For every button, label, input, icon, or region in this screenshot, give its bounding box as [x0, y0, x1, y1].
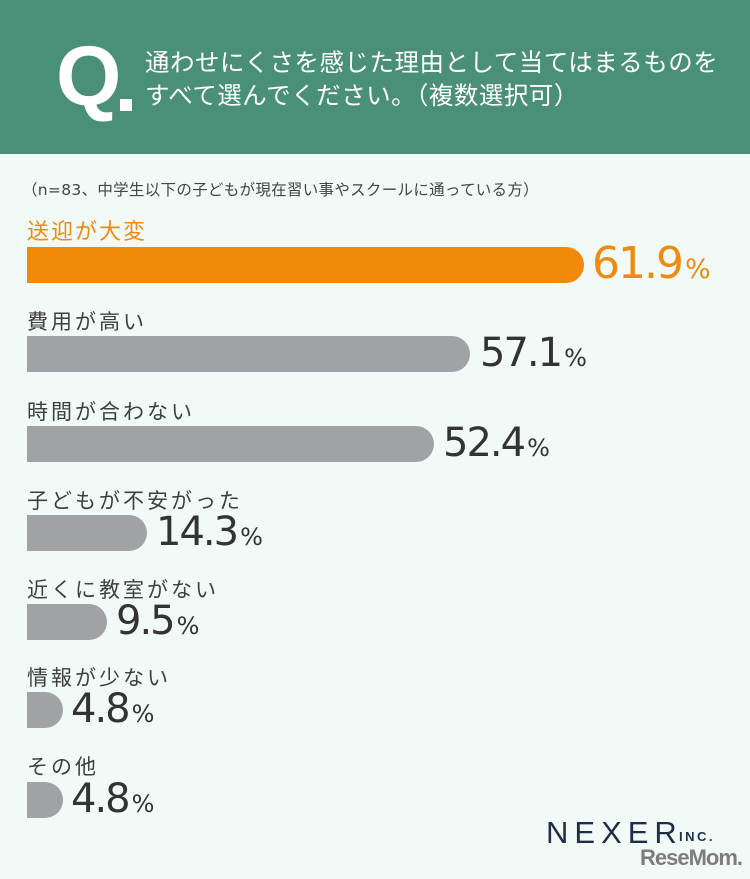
bar — [27, 247, 584, 283]
q-dot-decoration — [120, 99, 132, 111]
bar — [27, 336, 470, 372]
bar-value: 4.8% — [71, 776, 155, 822]
question-line-1: 通わせにくさを感じた理由として当てはまるものを — [145, 48, 719, 77]
resemom-watermark: ReseMom. — [640, 845, 743, 870]
bar-label: 時間が合わない — [27, 400, 195, 424]
nexer-logo-suffix: INC. — [679, 829, 715, 844]
bar-value: 4.8% — [71, 686, 155, 732]
bar-label: 情報が少ない — [27, 666, 171, 690]
bar-value: 9.5% — [116, 598, 200, 644]
bar-value: 57.1% — [480, 330, 587, 376]
bar — [27, 426, 434, 462]
bar-value: 61.9% — [592, 238, 711, 289]
sample-note: （n=83、中学生以下の子どもが現在習い事やスクールに通っている方） — [22, 181, 539, 199]
q-mark: Q — [56, 29, 121, 123]
bar-value: 52.4% — [443, 420, 550, 466]
bar-label: 子どもが不安がった — [27, 489, 243, 513]
bar-label: 近くに教室がない — [27, 578, 219, 602]
bar — [27, 692, 63, 728]
question-line-2: すべて選んでください。（複数選択可） — [145, 81, 579, 110]
question-header: Q 通わせにくさを感じた理由として当てはまるものを すべて選んでください。（複数… — [0, 0, 750, 154]
bar-label: 費用が高い — [27, 310, 147, 334]
bar — [27, 515, 147, 551]
bar-label: 送迎が大変 — [27, 220, 148, 245]
bar — [27, 782, 63, 818]
bar-value: 14.3% — [156, 509, 263, 555]
question-text: 通わせにくさを感じた理由として当てはまるものを すべて選んでください。（複数選択… — [145, 46, 735, 112]
bar-label: その他 — [27, 755, 99, 779]
nexer-logo: NEXER — [546, 815, 683, 850]
bar — [27, 604, 107, 640]
